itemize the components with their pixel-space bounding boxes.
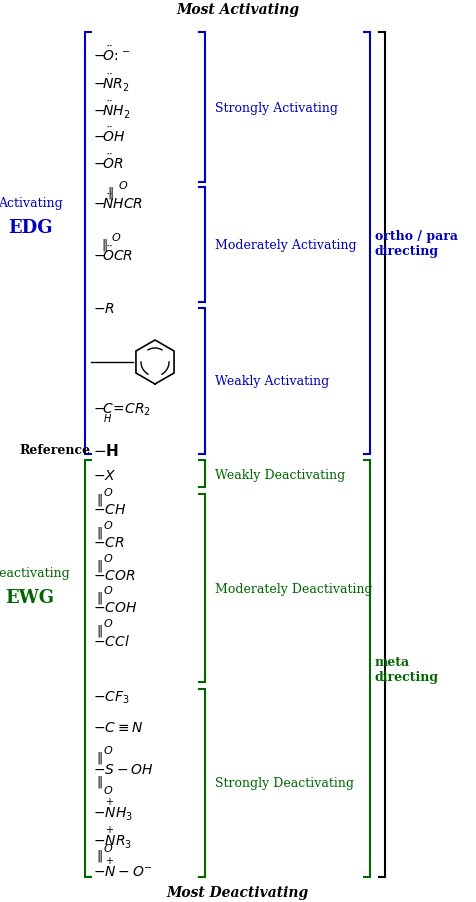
Text: $-\overset{+}{N}R_{3}$: $-\overset{+}{N}R_{3}$ [93,824,132,851]
Text: $-\!\ddot{O}H$: $-\!\ddot{O}H$ [93,126,125,145]
Text: Activating: Activating [0,197,62,209]
Text: Weakly Deactivating: Weakly Deactivating [215,468,345,481]
Text: $\|$: $\|$ [101,236,108,253]
Text: $-\mathbf{H}$: $-\mathbf{H}$ [93,443,119,458]
Text: $-\!\ddot{O}R$: $-\!\ddot{O}R$ [93,153,123,172]
Text: $\|$: $\|$ [96,773,102,789]
Text: $-CF_{3}$: $-CF_{3}$ [93,689,129,705]
Text: EWG: EWG [6,588,54,606]
Text: $-CCl$: $-CCl$ [93,633,129,648]
Text: $\|$: $\|$ [96,750,102,765]
Text: $\|$: $\|$ [96,524,102,540]
Text: $\|$: $\|$ [96,847,102,863]
Text: ortho / para
directing: ortho / para directing [374,230,457,258]
Text: Moderately Deactivating: Moderately Deactivating [215,582,372,594]
Text: $O$: $O$ [103,551,113,564]
Text: $O$: $O$ [111,231,121,243]
Text: $O$: $O$ [103,743,113,755]
Text: $-C{\equiv}N$: $-C{\equiv}N$ [93,720,143,734]
Text: $-COH$: $-COH$ [93,601,137,614]
Text: $-\!\ddot{N}H_{2}$: $-\!\ddot{N}H_{2}$ [93,99,130,120]
Text: Most Activating: Most Activating [176,3,299,17]
Text: $O$: $O$ [103,783,113,796]
Text: $O$: $O$ [103,616,113,629]
Text: Strongly Activating: Strongly Activating [215,101,337,115]
Text: $-\overset{+}{N}H_{3}$: $-\overset{+}{N}H_{3}$ [93,796,132,823]
Text: $-COR$: $-COR$ [93,568,135,583]
Text: $-\!\ddot{O}CR$: $-\!\ddot{O}CR$ [93,245,133,264]
Text: Strongly Deactivating: Strongly Deactivating [215,777,353,789]
Text: Reference: Reference [20,444,90,457]
Text: $O$: $O$ [103,485,113,497]
Text: Moderately Activating: Moderately Activating [215,239,356,253]
Text: $-\!\ddot{N}HCR$: $-\!\ddot{N}HCR$ [93,193,143,212]
Text: $\|$: $\|$ [96,589,102,605]
Text: EDG: EDG [8,219,52,236]
Text: $O$: $O$ [103,584,113,595]
Text: $O$: $O$ [103,519,113,530]
Text: Weakly Activating: Weakly Activating [215,375,328,388]
Text: $-CH$: $-CH$ [93,502,126,517]
Text: $-CR$: $-CR$ [93,536,124,549]
Text: $\|$: $\|$ [96,492,102,508]
Text: $-S-OH$: $-S-OH$ [93,762,153,776]
Text: $-X$: $-X$ [93,468,116,483]
Text: Deactivating: Deactivating [0,566,70,579]
Text: $-\!\underset{H}{C}\!=\!CR_{2}$: $-\!\underset{H}{C}\!=\!CR_{2}$ [93,400,151,424]
Text: $O$: $O$ [118,179,128,191]
Text: $\|$: $\|$ [96,557,102,574]
Text: $O$: $O$ [103,841,113,853]
Text: $-R$: $-R$ [93,301,115,316]
Text: Most Deactivating: Most Deactivating [167,885,308,899]
Text: $-\!\ddot{N}R_{2}$: $-\!\ddot{N}R_{2}$ [93,72,129,94]
Text: $-\!\ddot{O}\!:^{-}$: $-\!\ddot{O}\!:^{-}$ [93,46,130,64]
Text: meta
directing: meta directing [374,655,438,683]
Text: $\|$: $\|$ [96,622,102,639]
Text: $-\overset{+}{N}-O^{-}$: $-\overset{+}{N}-O^{-}$ [93,855,153,879]
Text: $\|$: $\|$ [107,185,113,201]
